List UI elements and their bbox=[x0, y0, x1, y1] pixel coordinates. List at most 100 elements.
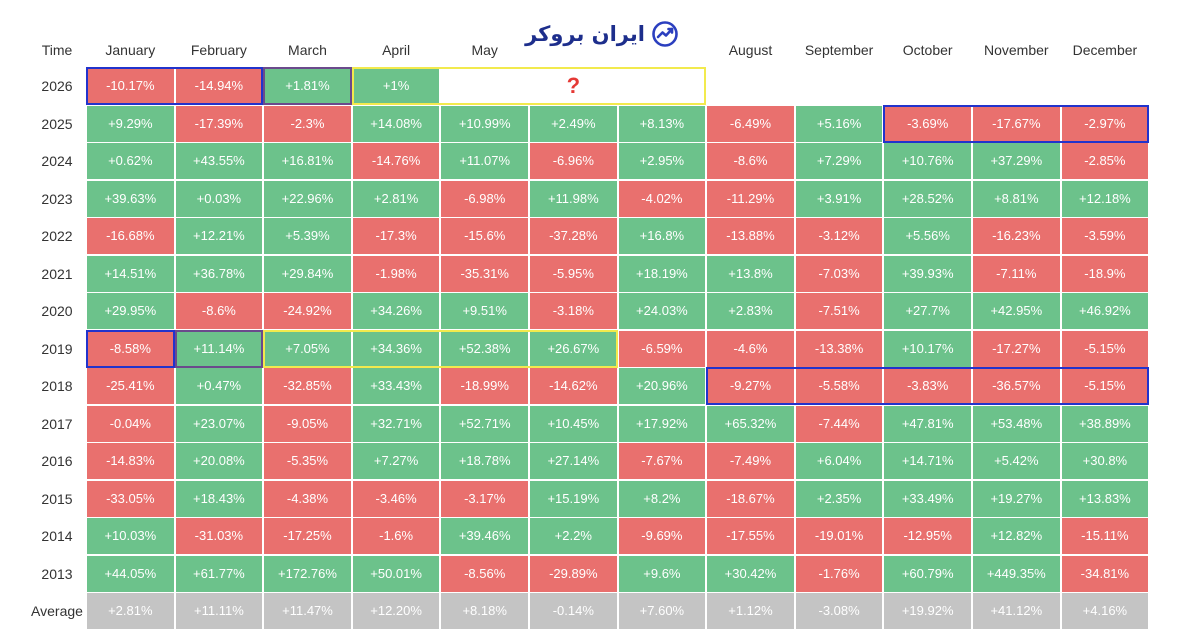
return-cell: -37.28% bbox=[530, 218, 617, 254]
column-header-march: March bbox=[288, 42, 327, 58]
return-cell: -14.83% bbox=[87, 443, 174, 479]
brand-logo: ایران بروکر bbox=[522, 14, 682, 54]
return-cell: -4.6% bbox=[707, 330, 794, 367]
return-cell: +18.19% bbox=[618, 255, 706, 292]
return-cell: -14.62% bbox=[530, 368, 617, 404]
return-cell: +2.49% bbox=[530, 105, 617, 142]
return-cell: -12.95% bbox=[884, 518, 971, 554]
return-cell: +11.98% bbox=[530, 180, 617, 217]
row-label-2014: 2014 bbox=[41, 528, 73, 544]
return-cell: +47.81% bbox=[884, 405, 971, 442]
return-cell: +449.35% bbox=[973, 555, 1060, 592]
return-cell: -17.67% bbox=[973, 105, 1060, 142]
return-cell: +33.49% bbox=[884, 480, 971, 517]
return-cell: +44.05% bbox=[87, 555, 174, 592]
return-cell: -18.9% bbox=[1061, 255, 1149, 292]
return-cell: -24.92% bbox=[264, 293, 351, 329]
return-cell: +7.27% bbox=[352, 443, 440, 479]
return-cell: +18.78% bbox=[441, 443, 528, 479]
return-cell: +16.81% bbox=[264, 143, 351, 179]
return-cell: +11.07% bbox=[441, 143, 528, 179]
return-cell: +20.08% bbox=[175, 443, 263, 479]
return-cell: -4.38% bbox=[264, 480, 351, 517]
return-cell: +29.95% bbox=[87, 293, 174, 329]
return-cell: -7.11% bbox=[973, 255, 1060, 292]
return-cell: +50.01% bbox=[352, 555, 440, 592]
return-cell: +60.79% bbox=[884, 555, 971, 592]
unknown-marker: ? bbox=[566, 73, 581, 98]
return-cell: +27.14% bbox=[530, 443, 617, 479]
return-cell: +36.78% bbox=[175, 255, 263, 292]
return-cell: +11.14% bbox=[175, 330, 263, 367]
return-cell: +7.29% bbox=[795, 143, 883, 179]
return-cell: -5.95% bbox=[530, 255, 617, 292]
return-cell: +10.76% bbox=[884, 143, 971, 179]
return-cell: -35.31% bbox=[441, 255, 528, 292]
return-cell: -7.67% bbox=[618, 443, 706, 479]
return-cell: -6.98% bbox=[441, 180, 528, 217]
row-label-2018: 2018 bbox=[41, 378, 73, 394]
return-cell: -8.6% bbox=[175, 293, 263, 329]
average-cell: +7.60% bbox=[618, 593, 706, 629]
return-cell: -18.99% bbox=[441, 368, 528, 404]
return-cell: +13.83% bbox=[1061, 480, 1149, 517]
return-cell: -17.39% bbox=[175, 105, 263, 142]
return-cell: -33.05% bbox=[87, 480, 174, 517]
return-cell: -29.89% bbox=[530, 555, 617, 592]
return-cell: +26.67% bbox=[530, 330, 617, 367]
column-header-april: April bbox=[382, 42, 411, 58]
return-cell: +30.8% bbox=[1061, 443, 1149, 479]
column-header-september: September bbox=[804, 42, 874, 58]
return-cell: +52.71% bbox=[441, 405, 528, 442]
return-cell: +38.89% bbox=[1061, 405, 1149, 442]
average-cell: +11.47% bbox=[264, 593, 351, 629]
return-cell: -19.01% bbox=[795, 518, 883, 554]
return-cell: -31.03% bbox=[175, 518, 263, 554]
return-cell: -36.57% bbox=[973, 368, 1060, 404]
return-cell: +33.43% bbox=[352, 368, 440, 404]
return-cell: -5.58% bbox=[795, 368, 883, 404]
return-cell: +61.77% bbox=[175, 555, 263, 592]
return-cell: +39.93% bbox=[884, 255, 971, 292]
return-cell: -8.6% bbox=[707, 143, 794, 179]
return-cell: +5.39% bbox=[264, 218, 351, 254]
return-cell: +17.92% bbox=[618, 405, 706, 442]
row-label-2022: 2022 bbox=[41, 228, 73, 244]
return-cell: +12.21% bbox=[175, 218, 263, 254]
row-label-2021: 2021 bbox=[41, 265, 73, 282]
row-label-2023: 2023 bbox=[41, 190, 73, 207]
row-label-2017: 2017 bbox=[41, 415, 73, 432]
return-cell: -9.05% bbox=[264, 405, 351, 442]
return-cell: -5.15% bbox=[1061, 330, 1149, 367]
return-cell: -6.49% bbox=[707, 105, 794, 142]
return-cell: +10.45% bbox=[530, 405, 617, 442]
return-cell: -3.59% bbox=[1061, 218, 1149, 254]
return-cell: +7.05% bbox=[264, 330, 351, 367]
return-cell: -10.17% bbox=[87, 68, 174, 104]
return-cell: +0.47% bbox=[175, 368, 263, 404]
return-cell: +9.29% bbox=[87, 105, 174, 142]
row-label-2019: 2019 bbox=[41, 340, 73, 357]
return-cell: +19.27% bbox=[973, 480, 1060, 517]
return-cell: +53.48% bbox=[973, 405, 1060, 442]
average-cell: +19.92% bbox=[884, 593, 971, 629]
return-cell: +20.96% bbox=[618, 368, 706, 404]
column-header-may: May bbox=[471, 42, 498, 58]
return-cell: -3.17% bbox=[441, 480, 528, 517]
return-cell: -6.96% bbox=[530, 143, 617, 179]
return-cell: +14.71% bbox=[884, 443, 971, 479]
column-header-january: January bbox=[105, 42, 156, 58]
row-label-2026: 2026 bbox=[41, 78, 73, 94]
return-cell: -2.85% bbox=[1061, 143, 1149, 179]
return-cell: +5.16% bbox=[795, 105, 883, 142]
return-cell: -6.59% bbox=[618, 330, 706, 367]
return-cell: +10.99% bbox=[441, 105, 528, 142]
return-cell: +29.84% bbox=[264, 255, 351, 292]
return-cell: -0.04% bbox=[87, 405, 174, 442]
average-cell: +11.11% bbox=[175, 593, 263, 629]
return-cell: -7.51% bbox=[795, 293, 883, 329]
return-cell: +13.8% bbox=[707, 255, 794, 292]
return-cell: +1.81% bbox=[264, 68, 351, 104]
return-cell: +8.2% bbox=[618, 480, 706, 517]
return-cell: -5.35% bbox=[264, 443, 351, 479]
